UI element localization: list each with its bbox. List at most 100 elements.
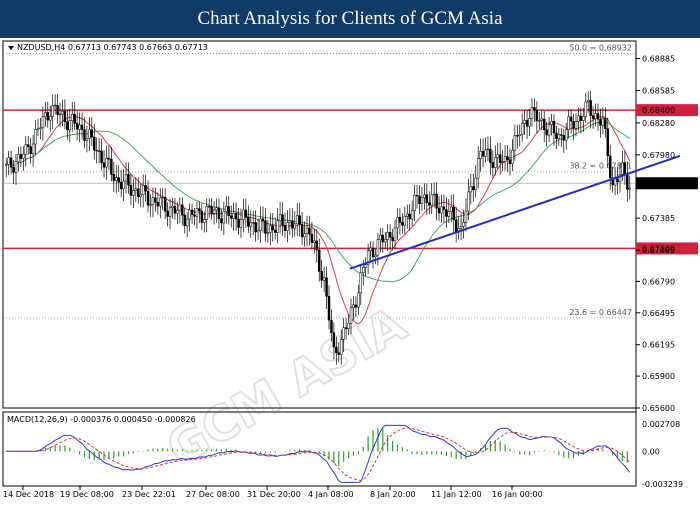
macd-histogram-bar (201, 449, 203, 452)
macd-histogram-bar (367, 436, 369, 452)
candle-body (166, 210, 169, 217)
macd-histogram-bar (162, 447, 164, 452)
candle-body (295, 215, 299, 225)
x-tick-label: 23 Dec 22:01 (122, 490, 176, 499)
macd-histogram-bar (543, 450, 545, 452)
macd-histogram-bar (382, 428, 384, 452)
candle-body (115, 177, 118, 181)
candle-body (494, 157, 497, 168)
candle-body (273, 229, 277, 233)
candle-body (212, 209, 216, 214)
macd-histogram-bar (494, 440, 496, 452)
macd-histogram-bar (465, 451, 467, 460)
candle-body (229, 215, 233, 219)
candle-body (628, 187, 632, 190)
macd-histogram-bar (577, 451, 580, 457)
trend-line (349, 154, 681, 270)
candle-body (379, 234, 382, 241)
y-tick-label: 0.67385 (642, 214, 675, 223)
collapse-arrow-icon[interactable] (8, 46, 14, 50)
macd-histogram-bar (450, 451, 452, 458)
candle-body (596, 113, 600, 120)
candle-body (251, 222, 255, 224)
y-tick-label: 0.65600 (642, 404, 675, 413)
candle-body (283, 225, 287, 231)
candle-body (293, 223, 296, 229)
macd-histogram-bar (49, 446, 51, 452)
candle-body (330, 319, 333, 334)
candle-body (540, 118, 543, 121)
macd-histogram-bar (563, 451, 565, 458)
candle-body (432, 193, 436, 196)
macd-histogram-bar (357, 451, 359, 455)
macd-histogram-bar (440, 451, 443, 455)
macd-histogram-bar (484, 444, 487, 452)
macd-histogram-bar (572, 451, 575, 459)
macd-histogram-bar (323, 451, 325, 457)
macd-histogram-bar (269, 451, 271, 453)
candle-body (286, 222, 289, 231)
macd-histogram-bar (426, 451, 428, 455)
candle-body (601, 117, 605, 126)
candle-body (39, 127, 42, 129)
candle-body (90, 129, 94, 138)
candle-body (264, 220, 267, 234)
candle-body (486, 148, 490, 151)
macd-histogram-bar (406, 449, 408, 452)
macd-histogram-bar (587, 451, 589, 452)
candle-body (388, 232, 392, 238)
macd-histogram-bar (191, 450, 193, 452)
candle-body (469, 186, 473, 193)
candle-body (139, 194, 142, 197)
candle-body (310, 233, 314, 243)
candle-body (518, 134, 521, 137)
candle-body (594, 113, 597, 119)
candle-body (56, 104, 59, 115)
y-tick-label: 0.65900 (642, 372, 675, 381)
candle-body (604, 117, 607, 129)
y-tick-label: 0.67685 (642, 182, 675, 191)
candle-body (63, 111, 67, 122)
macd-histogram-bar (108, 451, 110, 459)
candle-body (205, 206, 208, 220)
candle-body (371, 247, 375, 258)
candle-body (80, 124, 84, 130)
candle-body (7, 157, 10, 165)
candle-body (102, 162, 106, 168)
candle-body (34, 129, 37, 145)
candle-body (185, 218, 189, 227)
candle-body (366, 250, 370, 265)
candle-body (163, 196, 167, 212)
candle-body (352, 304, 355, 308)
candle-body (467, 191, 470, 212)
candle-body (247, 216, 250, 227)
y-tick-label: 0.68885 (642, 55, 675, 64)
macd-histogram-bar (445, 451, 447, 457)
macd-histogram-bar (245, 451, 247, 452)
candle-body (181, 204, 184, 216)
candle-body (528, 118, 531, 127)
macd-histogram-bar (211, 449, 213, 452)
macd-histogram-bar (69, 447, 71, 452)
macd-histogram-bar (343, 451, 345, 462)
macd-histogram-bar (78, 451, 81, 455)
candle-body (327, 296, 331, 321)
macd-histogram-bar (264, 451, 267, 453)
candle-body (137, 188, 140, 197)
candle-body (508, 159, 512, 164)
macd-histogram-bar (289, 449, 291, 452)
candle-body (183, 214, 186, 227)
candle-body (474, 177, 477, 191)
chart-container: GCM ASIA 0.68400 0.67100 50.0 = 0.68932 38… (0, 38, 700, 500)
candle-body (415, 194, 419, 197)
macd-histogram-bar (152, 448, 154, 452)
fibonacci-label: 23.6 = 0.66447 (569, 308, 632, 317)
candle-body (112, 174, 116, 181)
candle-body (315, 240, 319, 251)
candle-body (616, 178, 619, 182)
candle-body (498, 154, 502, 163)
candle-body (303, 233, 306, 238)
candle-body (71, 113, 74, 121)
candle-body (538, 120, 541, 122)
macd-histogram-bar (303, 449, 306, 452)
